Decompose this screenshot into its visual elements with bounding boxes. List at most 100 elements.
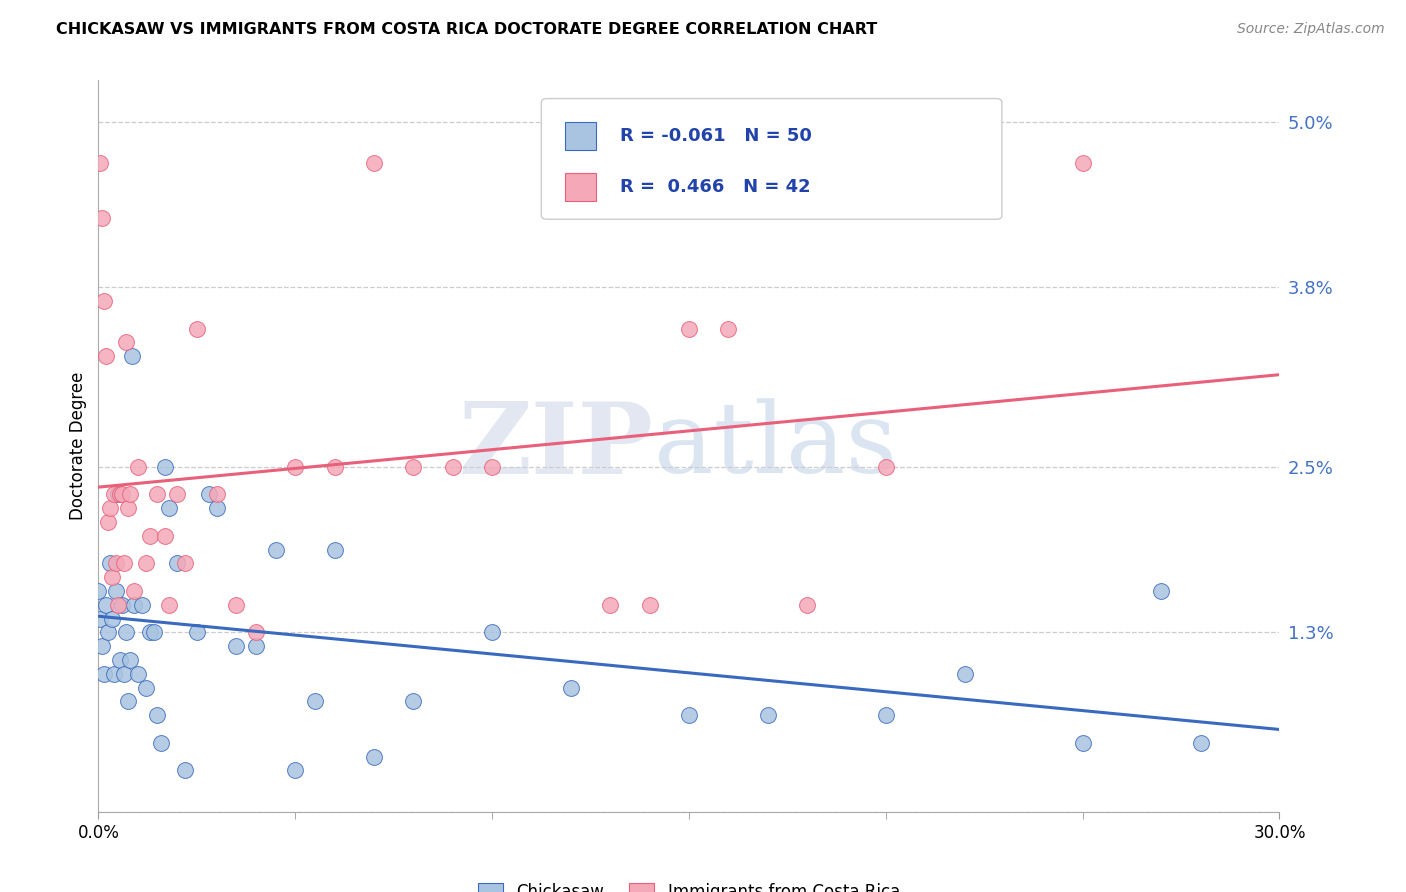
- Point: [146, 487, 169, 501]
- Point: [111, 487, 134, 501]
- Point: [97, 625, 120, 640]
- Point: [105, 583, 128, 598]
- Point: [91, 639, 114, 653]
- Point: [363, 156, 385, 170]
- Point: [875, 708, 897, 723]
- Point: [117, 694, 139, 708]
- Point: [131, 598, 153, 612]
- Point: [91, 211, 114, 226]
- Point: [225, 639, 247, 653]
- Point: [174, 557, 197, 571]
- Point: [121, 349, 143, 363]
- Point: [402, 694, 425, 708]
- Point: [96, 598, 118, 612]
- Point: [97, 515, 120, 529]
- Point: [284, 459, 307, 474]
- Point: [105, 557, 128, 571]
- Point: [157, 598, 180, 612]
- Point: [118, 653, 141, 667]
- Point: [481, 625, 503, 640]
- Point: [245, 639, 267, 653]
- Point: [323, 542, 346, 557]
- Point: [122, 598, 145, 612]
- Point: [197, 487, 219, 501]
- Point: [107, 487, 129, 501]
- Point: [157, 501, 180, 516]
- Point: [186, 321, 208, 335]
- Point: [103, 487, 125, 501]
- Point: [1071, 156, 1094, 170]
- Text: ZIP: ZIP: [458, 398, 654, 494]
- Point: [796, 598, 818, 612]
- Point: [481, 459, 503, 474]
- Point: [135, 681, 157, 695]
- Point: [678, 321, 700, 335]
- Point: [89, 156, 111, 170]
- Point: [98, 557, 121, 571]
- Point: [166, 487, 188, 501]
- Point: [875, 459, 897, 474]
- Text: CHICKASAW VS IMMIGRANTS FROM COSTA RICA DOCTORATE DEGREE CORRELATION CHART: CHICKASAW VS IMMIGRANTS FROM COSTA RICA …: [56, 22, 877, 37]
- Point: [107, 598, 129, 612]
- Point: [89, 611, 111, 625]
- Point: [117, 501, 139, 516]
- Point: [186, 625, 208, 640]
- FancyBboxPatch shape: [565, 122, 596, 150]
- Point: [111, 598, 134, 612]
- Point: [98, 501, 121, 516]
- Point: [155, 459, 177, 474]
- Point: [756, 708, 779, 723]
- Y-axis label: Doctorate Degree: Doctorate Degree: [69, 372, 87, 520]
- Point: [150, 736, 173, 750]
- Point: [155, 529, 177, 543]
- Point: [122, 583, 145, 598]
- Point: [953, 666, 976, 681]
- FancyBboxPatch shape: [565, 173, 596, 201]
- Point: [108, 487, 131, 501]
- Point: [87, 583, 110, 598]
- Legend: Chickasaw, Immigrants from Costa Rica: Chickasaw, Immigrants from Costa Rica: [470, 875, 908, 892]
- Point: [108, 653, 131, 667]
- Point: [717, 321, 740, 335]
- Point: [146, 708, 169, 723]
- Point: [174, 764, 197, 778]
- Point: [135, 557, 157, 571]
- Point: [138, 625, 160, 640]
- Text: Source: ZipAtlas.com: Source: ZipAtlas.com: [1237, 22, 1385, 37]
- Point: [1189, 736, 1212, 750]
- Point: [142, 625, 165, 640]
- FancyBboxPatch shape: [541, 99, 1002, 219]
- Text: R = -0.061   N = 50: R = -0.061 N = 50: [620, 127, 811, 145]
- Point: [678, 708, 700, 723]
- Point: [96, 349, 118, 363]
- Point: [638, 598, 661, 612]
- Point: [112, 557, 135, 571]
- Point: [1150, 583, 1173, 598]
- Point: [101, 611, 124, 625]
- Point: [115, 335, 138, 350]
- Point: [264, 542, 287, 557]
- Point: [112, 666, 135, 681]
- Point: [205, 501, 228, 516]
- Point: [304, 694, 326, 708]
- Point: [441, 459, 464, 474]
- Point: [127, 459, 149, 474]
- Point: [115, 625, 138, 640]
- Point: [118, 487, 141, 501]
- Text: R =  0.466   N = 42: R = 0.466 N = 42: [620, 178, 811, 196]
- Point: [323, 459, 346, 474]
- Point: [103, 666, 125, 681]
- Point: [93, 294, 115, 309]
- Point: [284, 764, 307, 778]
- Point: [166, 557, 188, 571]
- Point: [101, 570, 124, 584]
- Point: [127, 666, 149, 681]
- Point: [599, 598, 621, 612]
- Point: [363, 749, 385, 764]
- Point: [560, 681, 582, 695]
- Point: [402, 459, 425, 474]
- Point: [1071, 736, 1094, 750]
- Point: [225, 598, 247, 612]
- Point: [245, 625, 267, 640]
- Text: atlas: atlas: [654, 398, 896, 494]
